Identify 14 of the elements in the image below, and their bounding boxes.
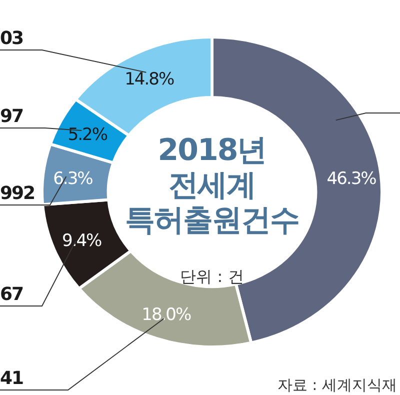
slice-label: 41 (0, 368, 24, 389)
data-label: 18.0% (142, 304, 192, 325)
slice-label: 97 (0, 106, 24, 127)
text: 자료 : 세계지식재 (277, 376, 397, 394)
text: 2018년 전세계 특허출원건수 (125, 133, 299, 238)
data-label: 6.3% (53, 169, 94, 190)
data-label: 14.8% (124, 70, 174, 90)
slice-label: 03 (0, 28, 24, 49)
text: 단위 : 건 (180, 267, 244, 286)
data-label: 46.3% (326, 169, 377, 190)
data-label: 5.2% (68, 125, 108, 146)
data-label: 9.4% (62, 231, 102, 252)
slice-label: 992 (0, 183, 35, 204)
slice-label: 67 (0, 284, 24, 305)
